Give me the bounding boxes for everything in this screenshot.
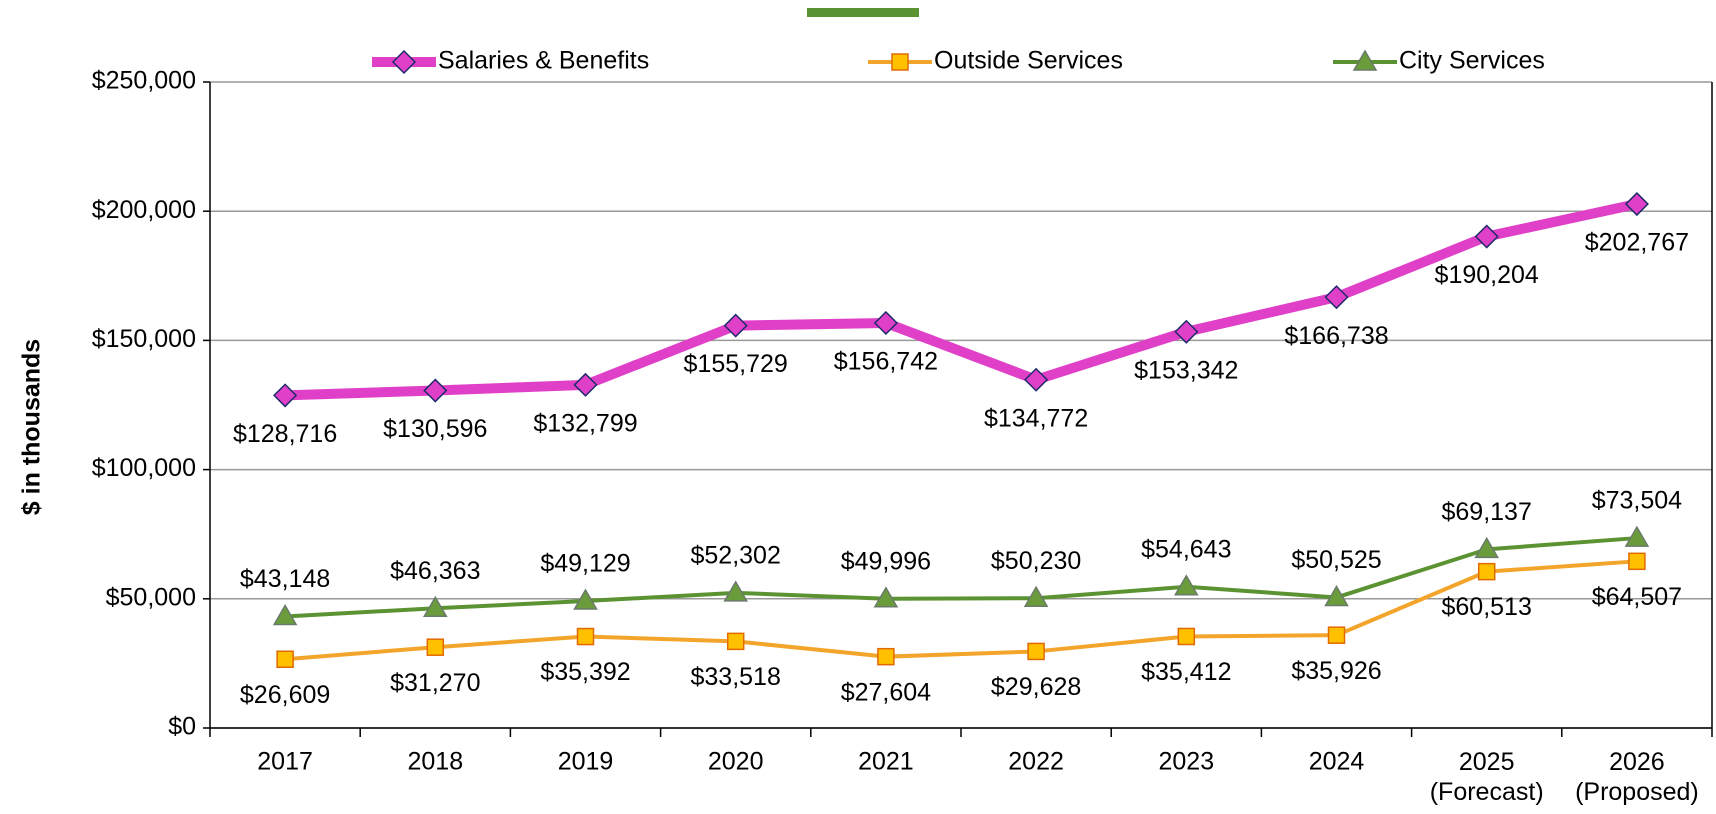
value-label: $29,628 bbox=[991, 673, 1081, 701]
x-tick-label: 2026 (Proposed) bbox=[1575, 748, 1699, 806]
value-label: $49,129 bbox=[540, 550, 630, 578]
legend-label: Salaries & Benefits bbox=[438, 47, 649, 75]
point bbox=[1324, 584, 1349, 607]
legend-marker bbox=[891, 53, 909, 71]
point bbox=[1624, 525, 1650, 547]
point bbox=[1477, 562, 1496, 581]
x-tick-label: 2017 bbox=[257, 748, 313, 776]
point bbox=[1177, 627, 1196, 646]
series-line bbox=[284, 199, 1638, 401]
x-tick-label: 2025 (Forecast) bbox=[1430, 748, 1544, 806]
value-label: $190,204 bbox=[1435, 261, 1539, 289]
y-tick-label: $250,000 bbox=[92, 67, 196, 95]
legend-marker bbox=[391, 49, 417, 75]
value-label: $35,412 bbox=[1141, 658, 1231, 686]
y-axis-title: $ in thousands bbox=[18, 339, 46, 515]
point bbox=[723, 580, 749, 602]
point bbox=[273, 383, 298, 408]
series-line bbox=[284, 536, 1638, 619]
point bbox=[422, 595, 448, 617]
point bbox=[1174, 319, 1199, 344]
point bbox=[726, 632, 745, 651]
point bbox=[1173, 574, 1199, 596]
x-tick-label: 2019 bbox=[558, 748, 614, 776]
y-tick-label: $200,000 bbox=[92, 196, 196, 224]
x-tick-label: 2022 bbox=[1008, 748, 1064, 776]
y-tick-label: $0 bbox=[168, 713, 196, 741]
point bbox=[1024, 367, 1049, 392]
point bbox=[426, 638, 445, 656]
point bbox=[1027, 642, 1045, 661]
value-label: $31,270 bbox=[390, 669, 480, 697]
point bbox=[1327, 626, 1346, 644]
point bbox=[873, 310, 898, 336]
value-label: $73,504 bbox=[1592, 487, 1682, 515]
value-label: $50,230 bbox=[991, 547, 1081, 575]
point bbox=[873, 586, 899, 608]
value-label: $43,148 bbox=[240, 565, 330, 593]
value-label: $26,609 bbox=[240, 681, 330, 709]
point bbox=[1474, 536, 1500, 559]
value-label: $33,518 bbox=[691, 663, 781, 691]
value-label: $54,643 bbox=[1141, 535, 1231, 563]
point bbox=[573, 588, 598, 610]
value-label: $35,392 bbox=[540, 658, 630, 686]
value-label: $69,137 bbox=[1442, 498, 1532, 526]
x-tick-label: 2023 bbox=[1158, 748, 1214, 776]
x-tick-label: 2024 bbox=[1309, 748, 1365, 776]
value-label: $128,716 bbox=[233, 420, 337, 448]
y-tick-label: $150,000 bbox=[92, 325, 196, 353]
point bbox=[1023, 585, 1049, 607]
legend-marker bbox=[1352, 49, 1378, 71]
point bbox=[1628, 552, 1646, 571]
point bbox=[877, 647, 895, 666]
point bbox=[573, 372, 598, 397]
value-label: $64,507 bbox=[1592, 583, 1682, 611]
legend-label: City Services bbox=[1399, 47, 1545, 75]
y-tick-label: $50,000 bbox=[106, 583, 196, 611]
value-label: $156,742 bbox=[834, 348, 938, 376]
point bbox=[723, 313, 748, 338]
legend-label: Outside Services bbox=[934, 47, 1123, 75]
value-label: $52,302 bbox=[691, 541, 781, 569]
value-label: $35,926 bbox=[1291, 657, 1381, 685]
value-label: $46,363 bbox=[390, 557, 480, 585]
value-label: $27,604 bbox=[841, 678, 931, 706]
value-label: $132,799 bbox=[533, 409, 637, 437]
value-label: $50,525 bbox=[1291, 546, 1381, 574]
value-label: $166,738 bbox=[1284, 322, 1388, 350]
point bbox=[1474, 224, 1499, 249]
point bbox=[276, 650, 294, 668]
value-label: $153,342 bbox=[1134, 356, 1238, 384]
point bbox=[272, 604, 298, 626]
value-label: $130,596 bbox=[383, 415, 487, 443]
value-label: $202,767 bbox=[1585, 229, 1689, 257]
decor-bar bbox=[807, 8, 919, 17]
point bbox=[1624, 191, 1649, 217]
point bbox=[423, 378, 448, 403]
value-label: $155,729 bbox=[684, 350, 788, 378]
point bbox=[576, 627, 595, 646]
y-tick-label: $100,000 bbox=[92, 454, 196, 482]
x-tick-label: 2020 bbox=[708, 748, 764, 776]
series-line bbox=[284, 559, 1638, 662]
value-label: $49,996 bbox=[841, 547, 931, 575]
point bbox=[1324, 285, 1349, 310]
value-label: $60,513 bbox=[1442, 593, 1532, 621]
x-tick-label: 2021 bbox=[858, 748, 914, 776]
value-label: $134,772 bbox=[984, 404, 1088, 432]
x-tick-label: 2018 bbox=[407, 748, 463, 776]
